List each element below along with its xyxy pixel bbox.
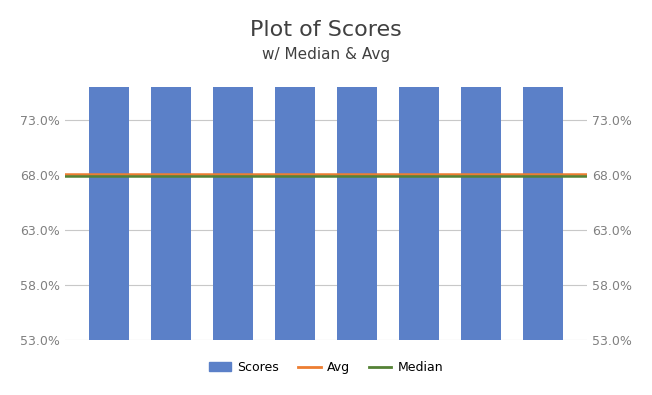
Bar <box>213 0 253 340</box>
Bar <box>461 0 501 340</box>
Text: w/ Median & Avg: w/ Median & Avg <box>262 47 390 62</box>
Bar <box>523 0 563 340</box>
Bar <box>399 0 439 340</box>
Bar <box>151 0 191 340</box>
Bar <box>337 0 377 340</box>
Bar <box>89 0 129 340</box>
Bar <box>275 0 315 340</box>
Text: Plot of Scores: Plot of Scores <box>250 20 402 40</box>
Legend: Scores, Avg, Median: Scores, Avg, Median <box>204 356 448 379</box>
